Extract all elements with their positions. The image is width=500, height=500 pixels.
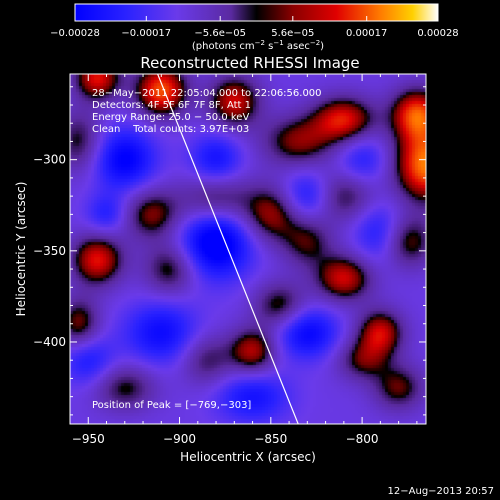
x-tick-label: −850 — [254, 432, 287, 446]
colorbar-tick-label: −0.00017 — [121, 28, 171, 39]
colorbar-tick-label: 5.6e−05 — [271, 28, 314, 39]
colorbar-tick-labels: −0.00028 −0.00017 −5.6e−05 5.6e−05 0.00017 0.… — [50, 28, 459, 39]
colorbar-tick-label: 0.00028 — [417, 28, 458, 39]
generation-timestamp: 12−Aug−2013 20:57 — [388, 486, 494, 497]
heatmap-image — [70, 74, 426, 424]
solar-limb-line — [157, 74, 299, 424]
x-tick-label: −800 — [346, 432, 379, 446]
heatmap-container — [70, 74, 426, 424]
annotation-time-range: 28−May−2011 22:05:04.000 to 22:06:56.000 — [92, 88, 322, 99]
annotation-detectors: Detectors: 4F 5F 6F 7F 8F, Att 1 — [92, 100, 251, 111]
peak-position-label: Position of Peak = [−769,−303] — [92, 400, 251, 411]
y-tick-label: −350 — [33, 244, 66, 258]
y-axis-ticks: −300 −350 −400 — [33, 86, 426, 416]
annotation-block: 28−May−2011 22:05:04.000 to 22:06:56.000… — [92, 88, 322, 135]
plot-frame — [69, 73, 427, 425]
y-axis-label: Heliocentric Y (arcsec) — [14, 182, 28, 317]
colorbar-tick-label: −0.00028 — [50, 28, 100, 39]
y-tick-label: −300 — [33, 153, 66, 167]
x-tick-label: −950 — [72, 432, 105, 446]
colorbar: −0.00028 −0.00017 −5.6e−05 5.6e−05 0.00017 0.… — [50, 3, 459, 52]
y-tick-label: −400 — [33, 335, 66, 349]
annotation-energy-range: Energy Range: 25.0 − 50.0 keV — [92, 112, 249, 123]
colorbar-ticks — [74, 16, 439, 21]
colorbar-units-label: (photons cm−2 s−1 asec−2) — [192, 39, 324, 52]
chart-title: Reconstructed RHESSI Image — [140, 54, 359, 72]
colorbar-tick-label: 0.00017 — [346, 28, 387, 39]
x-axis-ticks: −950 −900 −850 −800 — [69, 74, 418, 446]
colorbar-strip — [74, 3, 439, 22]
x-axis-label: Heliocentric X (arcsec) — [180, 450, 316, 464]
colorbar-tick-label: −5.6e−05 — [194, 28, 246, 39]
annotation-clean-counts: Clean Total counts: 3.97E+03 — [92, 124, 249, 135]
x-tick-label: −900 — [163, 432, 196, 446]
